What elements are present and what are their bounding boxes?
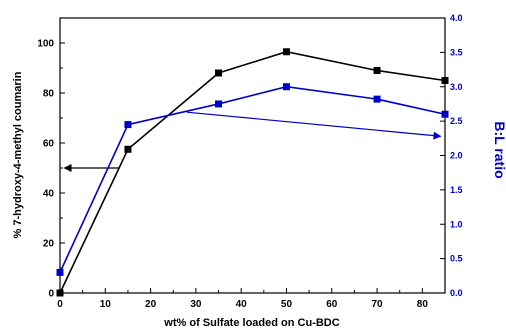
series-line-coumarin xyxy=(59,50,446,294)
data-point-coumarin xyxy=(56,289,64,297)
x-tick-label: 30 xyxy=(190,299,202,310)
x-tick-label: 70 xyxy=(371,299,383,310)
y-left-tick-label: 20 xyxy=(43,239,55,250)
data-point-coumarin xyxy=(282,48,290,56)
x-tick-label: 0 xyxy=(57,299,63,310)
series-line-bl-ratio xyxy=(59,85,446,273)
data-point-bl-ratio xyxy=(441,110,449,118)
data-point-coumarin xyxy=(373,67,381,74)
y-right-tick-label: 1.0 xyxy=(450,219,463,229)
data-point-bl-ratio xyxy=(124,121,132,129)
y-right-tick-label: 4.0 xyxy=(450,13,463,23)
y-right-tick-label: 2.0 xyxy=(450,151,463,161)
x-tick-label: 80 xyxy=(417,299,429,310)
data-point-coumarin xyxy=(215,69,223,77)
y-right-tick-label: 1.5 xyxy=(450,185,463,195)
y-right-tick-label: 0.0 xyxy=(450,288,463,298)
y-axis-left-title: % 7-hydroxy-4-methyl coumarin xyxy=(12,71,24,238)
data-point-coumarin xyxy=(124,145,132,153)
y-right-tick-label: 0.5 xyxy=(450,254,463,264)
data-point-bl-ratio xyxy=(56,268,64,276)
data-point-coumarin xyxy=(441,77,449,84)
x-tick-label: 40 xyxy=(236,299,248,310)
data-point-bl-ratio xyxy=(282,83,290,91)
data-point-bl-ratio xyxy=(373,95,381,103)
right-axis-indicator-arrow xyxy=(186,111,442,140)
y-left-tick-label: 100 xyxy=(37,39,54,50)
x-tick-label: 20 xyxy=(145,299,157,310)
y-right-tick-label: 3.0 xyxy=(450,82,463,92)
y-left-tick-label: 80 xyxy=(43,89,55,100)
data-point-bl-ratio xyxy=(215,100,223,108)
y-axis-right-title: B:L ratio xyxy=(492,121,506,178)
y-left-tick-label: 40 xyxy=(43,189,55,200)
plot-frame xyxy=(59,17,446,294)
y-right-tick-label: 2.5 xyxy=(450,116,463,126)
x-tick-label: 60 xyxy=(326,299,338,310)
y-left-tick-label: 0 xyxy=(48,289,54,300)
x-tick-label: 50 xyxy=(281,299,293,310)
x-tick-label: 10 xyxy=(100,299,112,310)
x-axis-title: wt% of Sulfate loaded on Cu-BDC xyxy=(163,317,339,329)
y-left-tick-label: 60 xyxy=(43,139,55,150)
y-right-tick-label: 3.5 xyxy=(450,47,463,57)
